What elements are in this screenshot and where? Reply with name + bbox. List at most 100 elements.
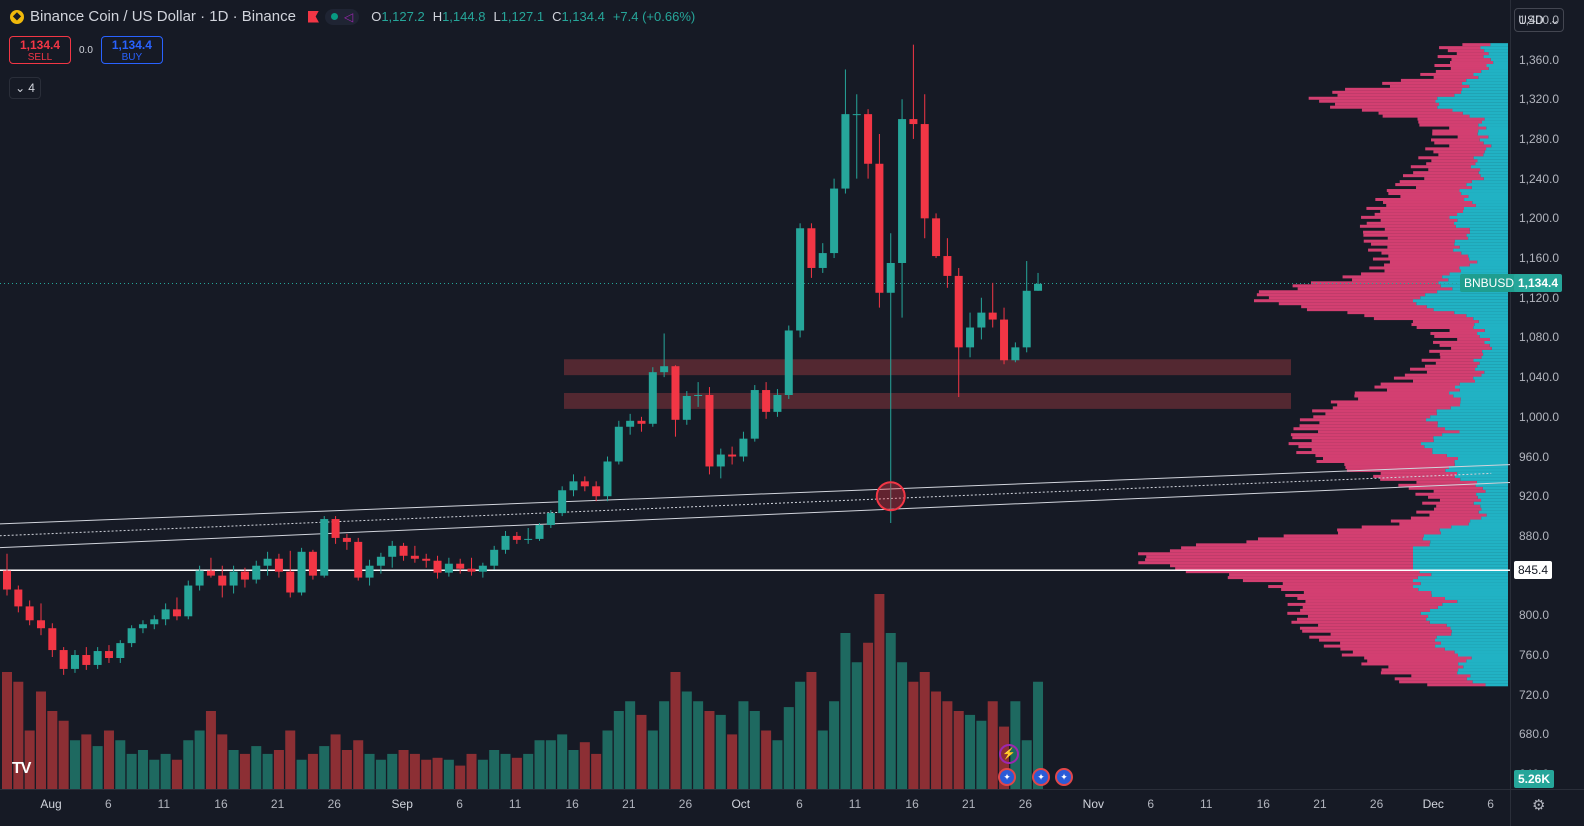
volume-profile-bar-buy (1468, 195, 1508, 199)
volume-profile-bar-sell (1451, 346, 1492, 350)
volume-profile-bar-buy (1484, 150, 1508, 154)
volume-profile-bar-buy (1480, 46, 1508, 50)
volume-profile-bar-sell (1170, 564, 1413, 568)
symbol-price-tag: BNBUSD (1460, 274, 1519, 293)
volume-profile-bar-sell (1145, 558, 1413, 562)
price-tick-label: 760.0 (1519, 648, 1550, 663)
volume-profile-bar-buy (1466, 314, 1508, 318)
price-axis[interactable]: 1,400.0 1,360.0 1,320.0 1,280.0 1,240.0 1,200… (1510, 0, 1584, 789)
volume-bar (965, 714, 976, 789)
volume-profile-bar-buy (1478, 75, 1508, 79)
volume-profile-bar-buy (1491, 346, 1508, 350)
volume-profile-bar-buy (1440, 641, 1508, 645)
volume-profile-bar-buy (1459, 388, 1508, 392)
price-tick-label: 1,040.0 (1519, 370, 1560, 385)
candle-body (841, 114, 850, 189)
volume-profile-bar-sell (1281, 588, 1419, 592)
volume-bar (398, 750, 409, 789)
volume-profile-bar-buy (1454, 311, 1508, 315)
candle-body (490, 549, 499, 566)
volume-profile-bar-buy (1480, 168, 1508, 172)
volume-profile-bar-buy (1431, 593, 1508, 597)
volume-profile-bar-buy (1460, 397, 1508, 401)
chart-plot-area[interactable] (0, 0, 1510, 789)
candle-body (331, 519, 340, 538)
candle-body (796, 228, 805, 331)
tradingview-logo[interactable]: TV (12, 760, 31, 777)
candle-body (614, 426, 623, 462)
volume-profile-bar-buy (1488, 66, 1508, 70)
volume-profile-bar-buy (1451, 629, 1508, 633)
symbol-title[interactable]: Binance Coin / US Dollar · 1D · Binance (30, 8, 296, 25)
volume-profile-bar-sell (1433, 340, 1485, 344)
candle-body (161, 609, 170, 620)
volume-profile-bar-buy (1413, 558, 1508, 562)
candlestick-chart[interactable] (0, 0, 1510, 789)
market-status-pill[interactable]: ◁ (324, 8, 360, 25)
flag-icon[interactable] (307, 10, 319, 23)
volume-bar (874, 594, 885, 789)
time-tick-label: Nov (1082, 797, 1105, 811)
volume-profile-bar-buy (1417, 576, 1508, 580)
candle-body (36, 620, 45, 629)
volume-profile-bar-buy (1432, 451, 1508, 455)
volume-profile-bar-sell (1364, 314, 1467, 318)
volume-profile-bar-buy (1437, 605, 1508, 609)
indicators-toggle[interactable]: ⌄ 4 (9, 77, 41, 99)
volume-bar (1010, 701, 1021, 789)
volume-profile-bar-sell (1146, 555, 1413, 559)
volume-profile-bar-sell (1437, 55, 1484, 59)
candle-body (784, 330, 793, 395)
us-flag-event-icon[interactable]: ✦ (1055, 768, 1073, 786)
volume-bar (795, 681, 806, 789)
candle-body (172, 609, 181, 617)
volume-profile-bar-buy (1448, 465, 1508, 469)
volume-bar (761, 730, 772, 789)
candle-body (932, 218, 941, 257)
volume-profile-bar-buy (1477, 159, 1508, 163)
price-tick-label: 1,240.0 (1519, 171, 1560, 186)
volume-bar (194, 730, 205, 789)
us-flag-event-icon[interactable]: ✦ (998, 768, 1016, 786)
candle-body (127, 628, 136, 644)
volume-profile-bar-sell (1352, 650, 1455, 654)
volume-profile-bar-buy (1470, 165, 1508, 169)
earnings-event-icon[interactable]: ⚡ (999, 744, 1019, 764)
candle-body (1034, 283, 1043, 291)
gear-icon[interactable]: ⚙ (1532, 797, 1546, 814)
volume-profile-bar-buy (1472, 200, 1508, 204)
price-tick-label: 1,360.0 (1519, 52, 1560, 67)
sell-button[interactable]: 1,134.4 SELL (9, 36, 71, 64)
volume-profile-bar-buy (1421, 442, 1508, 446)
volume-profile-bar-buy (1445, 468, 1508, 472)
volume-bar (579, 742, 590, 789)
volume-bar (103, 730, 114, 789)
volume-profile-bar-buy (1455, 224, 1508, 228)
volume-profile-bar-buy (1460, 269, 1508, 273)
volume-bar (81, 734, 92, 789)
currency-selector[interactable]: USD ⌄ (1514, 8, 1564, 32)
volume-profile-bar-sell (1292, 284, 1441, 288)
volume-profile-bar-sell (1381, 251, 1462, 255)
us-flag-event-icon[interactable]: ✦ (1032, 768, 1050, 786)
volume-profile-bar-sell (1429, 349, 1483, 353)
volume-profile-bar-buy (1471, 186, 1508, 190)
candle-body (25, 606, 34, 621)
price-change: +7.4 (+0.66%) (612, 9, 696, 24)
volume-profile-bar-sell (1435, 69, 1482, 73)
volume-profile-bar-buy (1471, 180, 1508, 184)
candle-body (240, 571, 249, 580)
volume-bar (421, 759, 432, 789)
volume-profile-bar-buy (1475, 203, 1508, 207)
volume-bar (523, 753, 534, 789)
volume-profile-bar-sell (1390, 519, 1471, 523)
buy-button[interactable]: 1,134.4 BUY (100, 36, 163, 64)
volume-profile-bar-sell (1287, 611, 1421, 615)
volume-profile-bar-sell (1302, 629, 1452, 633)
volume-profile-bar-buy (1452, 108, 1508, 112)
volume-profile-bar-buy (1463, 209, 1508, 213)
axis-settings[interactable] (1510, 789, 1584, 826)
time-axis[interactable]: Aug 6 11 16 21 26 Sep 6 11 16 21 26 Oct 6 11 16 21 26 Nov 6… (0, 789, 1510, 826)
volume-profile-bar-buy (1463, 665, 1508, 669)
time-tick-label: Oct (731, 797, 751, 811)
